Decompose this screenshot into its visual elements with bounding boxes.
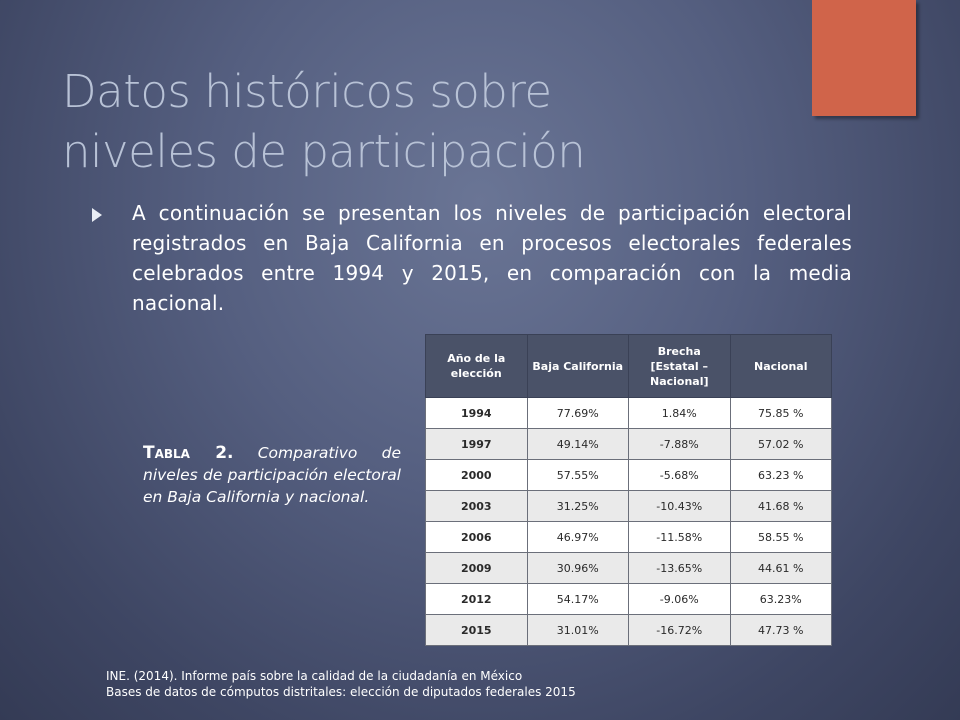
table-row: 1994 77.69% 1.84% 75.85 % (425, 397, 832, 429)
cell-year: 2000 (425, 459, 528, 491)
cell-baja-california: 57.55% (526, 459, 629, 491)
cell-baja-california: 49.14% (526, 428, 629, 460)
cell-year: 1997 (425, 428, 528, 460)
cell-baja-california: 46.97% (526, 521, 629, 553)
participation-table-wrapper: Año de la elección Baja California Brech… (425, 334, 832, 646)
table-row: 2009 30.96% -13.65% 44.61 % (425, 552, 832, 584)
cell-year: 2006 (425, 521, 528, 553)
table-row: 1997 49.14% -7.88% 57.02 % (425, 428, 832, 460)
cell-baja-california: 31.01% (526, 614, 629, 646)
cell-national: 44.61 % (729, 552, 832, 584)
cell-year: 2012 (425, 583, 528, 615)
cell-national: 63.23% (729, 583, 832, 615)
slide-title: Datos históricos sobre niveles de partic… (62, 62, 782, 182)
cell-baja-california: 31.25% (526, 490, 629, 522)
header-national: Nacional (729, 334, 832, 398)
table-header-row: Año de la elección Baja California Brech… (425, 334, 832, 398)
accent-block (812, 0, 916, 116)
cell-year: 1994 (425, 397, 528, 429)
source-line-1: INE. (2014). Informe país sobre la calid… (106, 669, 523, 683)
bullet-text: A continuación se presentan los niveles … (132, 201, 852, 315)
cell-gap: -13.65% (628, 552, 731, 584)
cell-baja-california: 30.96% (526, 552, 629, 584)
cell-baja-california: 77.69% (526, 397, 629, 429)
caption-label: Tabla 2. (143, 443, 234, 463)
table-row: 2015 31.01% -16.72% 47.73 % (425, 614, 832, 646)
table-row: 2012 54.17% -9.06% 63.23% (425, 583, 832, 615)
bullet-paragraph: A continuación se presentan los niveles … (92, 198, 852, 318)
cell-gap: -5.68% (628, 459, 731, 491)
cell-national: 58.55 % (729, 521, 832, 553)
arrow-bullet-icon (92, 208, 102, 222)
source-line-2: Bases de datos de cómputos distritales: … (106, 685, 576, 699)
table-row: 2006 46.97% -11.58% 58.55 % (425, 521, 832, 553)
cell-year: 2015 (425, 614, 528, 646)
table-row: 2000 57.55% -5.68% 63.23 % (425, 459, 832, 491)
cell-national: 47.73 % (729, 614, 832, 646)
cell-year: 2009 (425, 552, 528, 584)
cell-gap: -16.72% (628, 614, 731, 646)
caption-text: Comparativo de niveles de participación … (143, 444, 401, 506)
table-caption: Tabla 2. Comparativo de niveles de parti… (143, 442, 401, 508)
header-gap: Brecha [Estatal –Nacional] (628, 334, 731, 398)
table-row: 2003 31.25% -10.43% 41.68 % (425, 490, 832, 522)
cell-national: 75.85 % (729, 397, 832, 429)
cell-gap: -10.43% (628, 490, 731, 522)
header-baja-california: Baja California (526, 334, 629, 398)
cell-gap: -9.06% (628, 583, 731, 615)
cell-gap: -7.88% (628, 428, 731, 460)
participation-table: Año de la elección Baja California Brech… (425, 334, 832, 646)
cell-year: 2003 (425, 490, 528, 522)
cell-baja-california: 54.17% (526, 583, 629, 615)
cell-gap: 1.84% (628, 397, 731, 429)
source-notes: INE. (2014). Informe país sobre la calid… (106, 668, 806, 700)
cell-gap: -11.58% (628, 521, 731, 553)
cell-national: 41.68 % (729, 490, 832, 522)
header-year: Año de la elección (425, 334, 528, 398)
title-line-2: niveles de participación (62, 125, 586, 178)
cell-national: 57.02 % (729, 428, 832, 460)
cell-national: 63.23 % (729, 459, 832, 491)
title-line-1: Datos históricos sobre (62, 65, 552, 118)
